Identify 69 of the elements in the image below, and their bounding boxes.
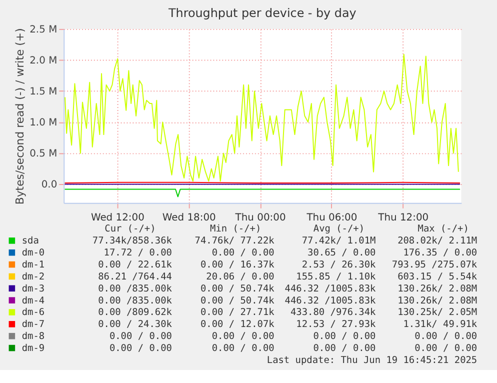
text: 86.21 /764.44 [98,271,172,282]
text: 433.80 /976.34k [290,307,376,318]
text: Max (-/+) [418,224,469,235]
text: 793.95 /275.07k [392,260,478,270]
text: 2.53 / 26.30k [302,260,376,270]
text: 17.72 / 0.00 [104,248,172,259]
legend-label: dm-0 [22,248,45,259]
text: 0.00 / 12.07k [200,319,275,330]
text: 0.00 / 0.00 [212,248,275,259]
text: 446.32 /1005.83k [284,283,376,294]
text: 0.00 / 22.61k [98,260,172,270]
text: 0.00 / 0.00 [313,343,376,354]
y-tick-label: 1.5 M [30,86,58,98]
text: 0.00 / 0.00 [313,331,376,342]
legend-label: dm-4 [22,295,45,306]
legend-label: dm-2 [22,271,45,282]
text: 0.00 / 16.37k [200,260,275,270]
text: Min (-/+) [210,224,262,235]
text: 77.42k/ 1.01M [302,236,376,247]
text: 0.00 / 0.00 [109,343,172,354]
text: Cur (-/+) [104,224,156,235]
text: 155.85 / 1.10k [296,271,376,282]
y-tick-label: 2.0 M [30,55,58,66]
text: 603.15 / 5.54k [398,271,478,282]
text: 130.26k/ 2.08M [398,283,478,294]
x-tick-label: Thu 06:00 [306,212,358,224]
legend-label: dm-9 [22,343,45,354]
x-tick-label: Wed 18:00 [162,212,216,224]
x-tick-label: Thu 00:00 [234,212,286,224]
text: 30.65 / 0.00 [308,248,376,259]
text: 0.00 /835.00k [98,283,172,294]
legend-label: dm-8 [22,331,45,342]
text: Avg (-/+) [313,224,365,235]
text: 0.00 / 0.00 [414,331,478,342]
legend-label: dm-3 [22,283,45,294]
legend-label: sda [22,236,39,247]
line-series [64,54,459,182]
text: 208.02k/ 2.11M [398,236,478,247]
text: 12.53 / 27.93k [296,319,376,330]
y-tick-label: 0.5 M [30,148,58,160]
text: 0.00 / 24.30k [98,319,172,330]
text: 0.00 / 0.00 [109,331,172,342]
text: 74.76k/ 77.22k [194,236,275,247]
text: 0.00 / 0.00 [212,343,275,354]
text: 20.06 / 0.00 [206,271,275,282]
text: 0.00 / 0.00 [414,343,478,354]
text: 0.00 /835.00k [98,295,172,306]
text: 176.35 / 0.00 [403,248,478,259]
x-tick-label: Thu 12:00 [377,212,429,224]
text: 0.00 /809.62k [98,307,172,318]
x-tick-label: Wed 12:00 [90,212,144,224]
text: 130.25k/ 2.05M [398,307,478,318]
text: 1.31k/ 49.91k [403,319,478,330]
y-tick-label: 1.0 M [30,118,58,129]
legend-label: dm-1 [22,260,45,270]
text: 0.00 / 50.74k [200,283,275,294]
text: Last update: Thu Jun 19 16:45:21 2025 [266,354,478,366]
text: 0.00 / 27.71k [200,307,275,318]
chart-title: Throughput per device - by day [168,6,356,20]
y-tick-label: 0.0 [41,180,58,191]
text: 446.32 /1005.83k [284,295,376,306]
text: 0.00 / 50.74k [200,295,275,306]
y-axis-title: Bytes/second read (-) / write (+) [14,28,27,205]
text: 0.00 / 0.00 [212,331,275,342]
legend-label: dm-6 [22,307,45,318]
text: 130.26k/ 2.08M [398,295,478,306]
text: 77.34k/858.36k [92,236,172,247]
y-tick-label: 2.5 M [30,24,58,36]
legend-label: dm-7 [22,319,45,330]
